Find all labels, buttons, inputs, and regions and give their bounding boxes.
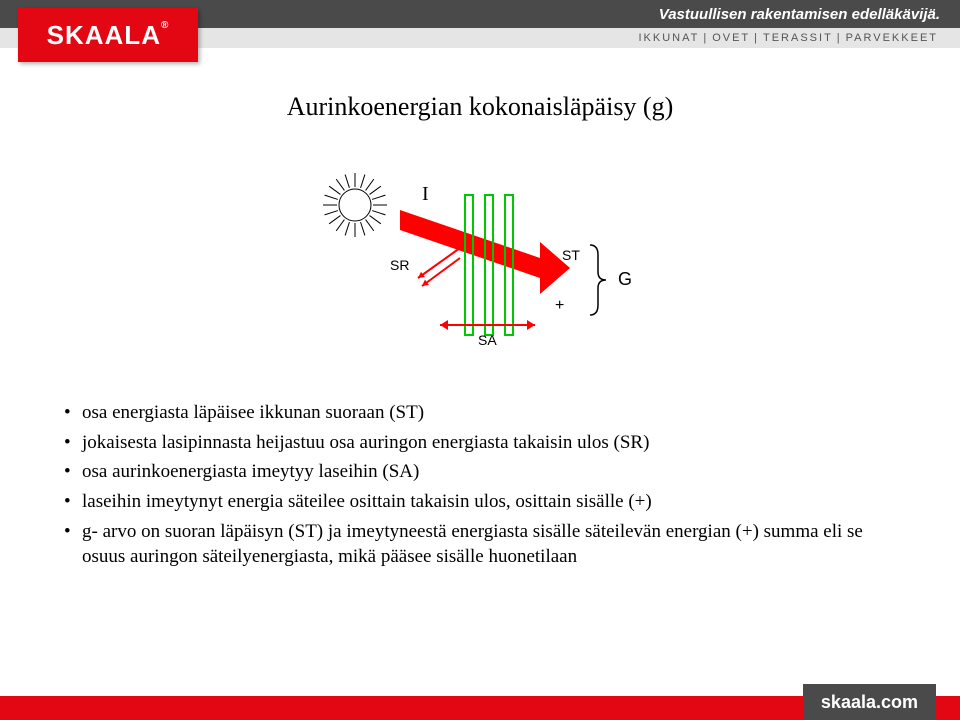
diagram-svg: I SR SA ST + G	[310, 150, 650, 370]
nav-item: OVET	[712, 32, 750, 44]
tagline: Vastuullisen rakentamisen edelläkävijä.	[659, 6, 940, 23]
list-item: jokaisesta lasipinnasta heijastuu osa au…	[60, 430, 900, 456]
svg-text:SA: SA	[478, 332, 497, 348]
slide: Vastuullisen rakentamisen edelläkävijä. …	[0, 0, 960, 720]
list-item: osa energiasta läpäisee ikkunan suoraan …	[60, 400, 900, 426]
list-item: laseihin imeytynyt energia säteilee osit…	[60, 489, 900, 515]
footer-url: skaala.com	[803, 684, 936, 720]
bullet-list: osa energiasta läpäisee ikkunan suoraan …	[60, 400, 900, 574]
svg-text:G: G	[618, 269, 632, 289]
list-item: osa aurinkoenergiasta imeytyy laseihin (…	[60, 459, 900, 485]
footer: skaala.com	[0, 684, 960, 720]
logo-text: SKAALA®	[47, 20, 170, 51]
list-item: g- arvo on suoran läpäisyn (ST) ja imeyt…	[60, 519, 900, 570]
logo: SKAALA®	[18, 8, 198, 62]
nav-item: PARVEKKEET	[846, 32, 938, 44]
page-title: Aurinkoenergian kokonaisläpäisy (g)	[0, 92, 960, 122]
svg-text:I: I	[422, 183, 429, 205]
nav-item: IKKUNAT	[638, 32, 699, 44]
svg-text:ST: ST	[562, 247, 580, 263]
nav-item: TERASSIT	[763, 32, 833, 44]
nav-sep: |	[754, 32, 759, 44]
nav-sep: |	[837, 32, 842, 44]
energy-diagram: I SR SA ST + G	[310, 150, 650, 370]
header: Vastuullisen rakentamisen edelläkävijä. …	[0, 0, 960, 70]
nav-sep: |	[703, 32, 708, 44]
svg-text:SR: SR	[390, 257, 409, 273]
svg-text:+: +	[555, 297, 564, 314]
